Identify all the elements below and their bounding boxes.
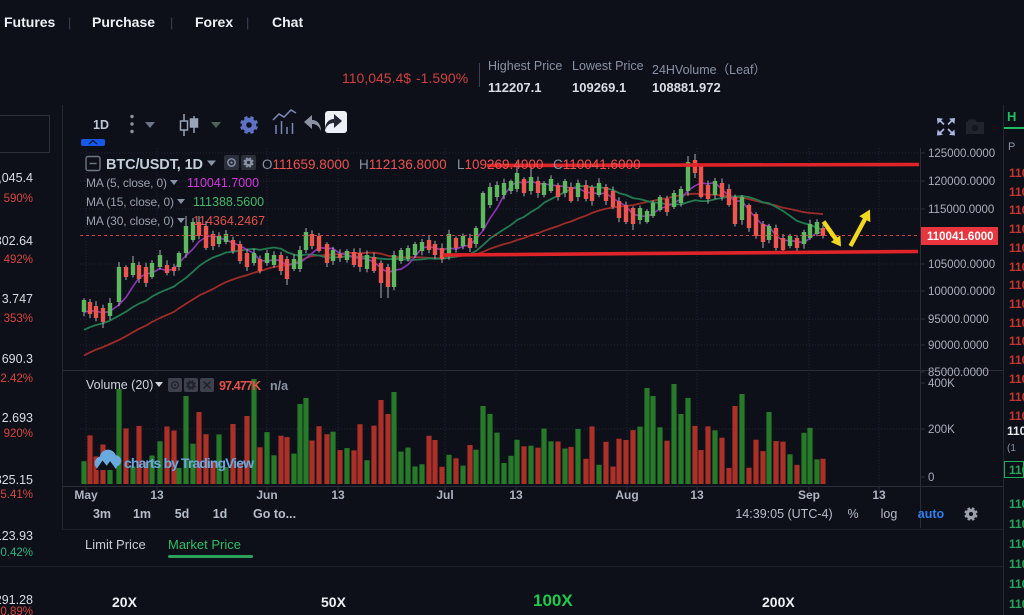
- svg-text:Sep: Sep: [798, 488, 820, 502]
- svg-text:Volume (20): Volume (20): [86, 378, 153, 392]
- svg-text:90000.0000: 90000.0000: [928, 340, 989, 352]
- svg-text:1d: 1d: [213, 507, 228, 521]
- svg-text:85000.0000: 85000.0000: [928, 367, 989, 379]
- svg-text:13: 13: [690, 488, 704, 502]
- svg-text:H112136.8000: H112136.8000: [359, 157, 447, 172]
- svg-text:MA (15, close, 0): MA (15, close, 0): [86, 195, 174, 209]
- svg-text:13: 13: [150, 488, 164, 502]
- svg-text:13: 13: [509, 488, 523, 502]
- svg-text:log: log: [881, 507, 898, 521]
- svg-text:Jun: Jun: [256, 488, 277, 502]
- svg-text:105000.0000: 105000.0000: [928, 259, 995, 271]
- svg-text:MA (30, close, 0): MA (30, close, 0): [86, 214, 174, 228]
- svg-text:1m: 1m: [133, 507, 151, 521]
- svg-text:125000.0000: 125000.0000: [928, 148, 995, 160]
- svg-text:114364.2467: 114364.2467: [193, 214, 265, 228]
- svg-text:200K: 200K: [928, 424, 955, 436]
- svg-text:5d: 5d: [175, 507, 190, 521]
- svg-text:3m: 3m: [93, 507, 111, 521]
- svg-text:BTC/USDT, 1D: BTC/USDT, 1D: [106, 157, 203, 173]
- svg-text:charts by TradingView: charts by TradingView: [124, 455, 254, 471]
- svg-text:1D: 1D: [93, 118, 109, 132]
- svg-text:97.477K: 97.477K: [219, 379, 261, 393]
- svg-text:100000.0000: 100000.0000: [928, 286, 995, 298]
- svg-text:C110041.6000: C110041.6000: [553, 157, 641, 172]
- svg-text:111388.5600: 111388.5600: [193, 195, 264, 209]
- svg-text:110041.7000: 110041.7000: [187, 176, 259, 190]
- svg-text:O111659.8000: O111659.8000: [262, 157, 349, 172]
- svg-text:Aug: Aug: [615, 488, 638, 502]
- svg-text:400K: 400K: [928, 378, 955, 390]
- svg-text:115000.0000: 115000.0000: [928, 204, 994, 216]
- svg-text:auto: auto: [918, 507, 945, 521]
- svg-text:%: %: [847, 507, 858, 521]
- svg-text:14:39:05 (UTC-4): 14:39:05 (UTC-4): [735, 507, 832, 521]
- svg-text:0: 0: [928, 472, 934, 484]
- svg-text:n/a: n/a: [270, 379, 289, 393]
- svg-text:110041.6000: 110041.6000: [927, 231, 994, 243]
- svg-text:Jul: Jul: [436, 488, 453, 502]
- svg-text:95000.0000: 95000.0000: [928, 314, 989, 326]
- svg-text:MA (5, close, 0): MA (5, close, 0): [86, 176, 167, 190]
- svg-text:120000.0000: 120000.0000: [928, 176, 995, 188]
- svg-text:13: 13: [331, 488, 345, 502]
- svg-text:May: May: [74, 488, 98, 502]
- svg-text:Go to...: Go to...: [253, 507, 296, 521]
- svg-text:13: 13: [872, 488, 886, 502]
- svg-text:L109269.4000: L109269.4000: [457, 157, 543, 172]
